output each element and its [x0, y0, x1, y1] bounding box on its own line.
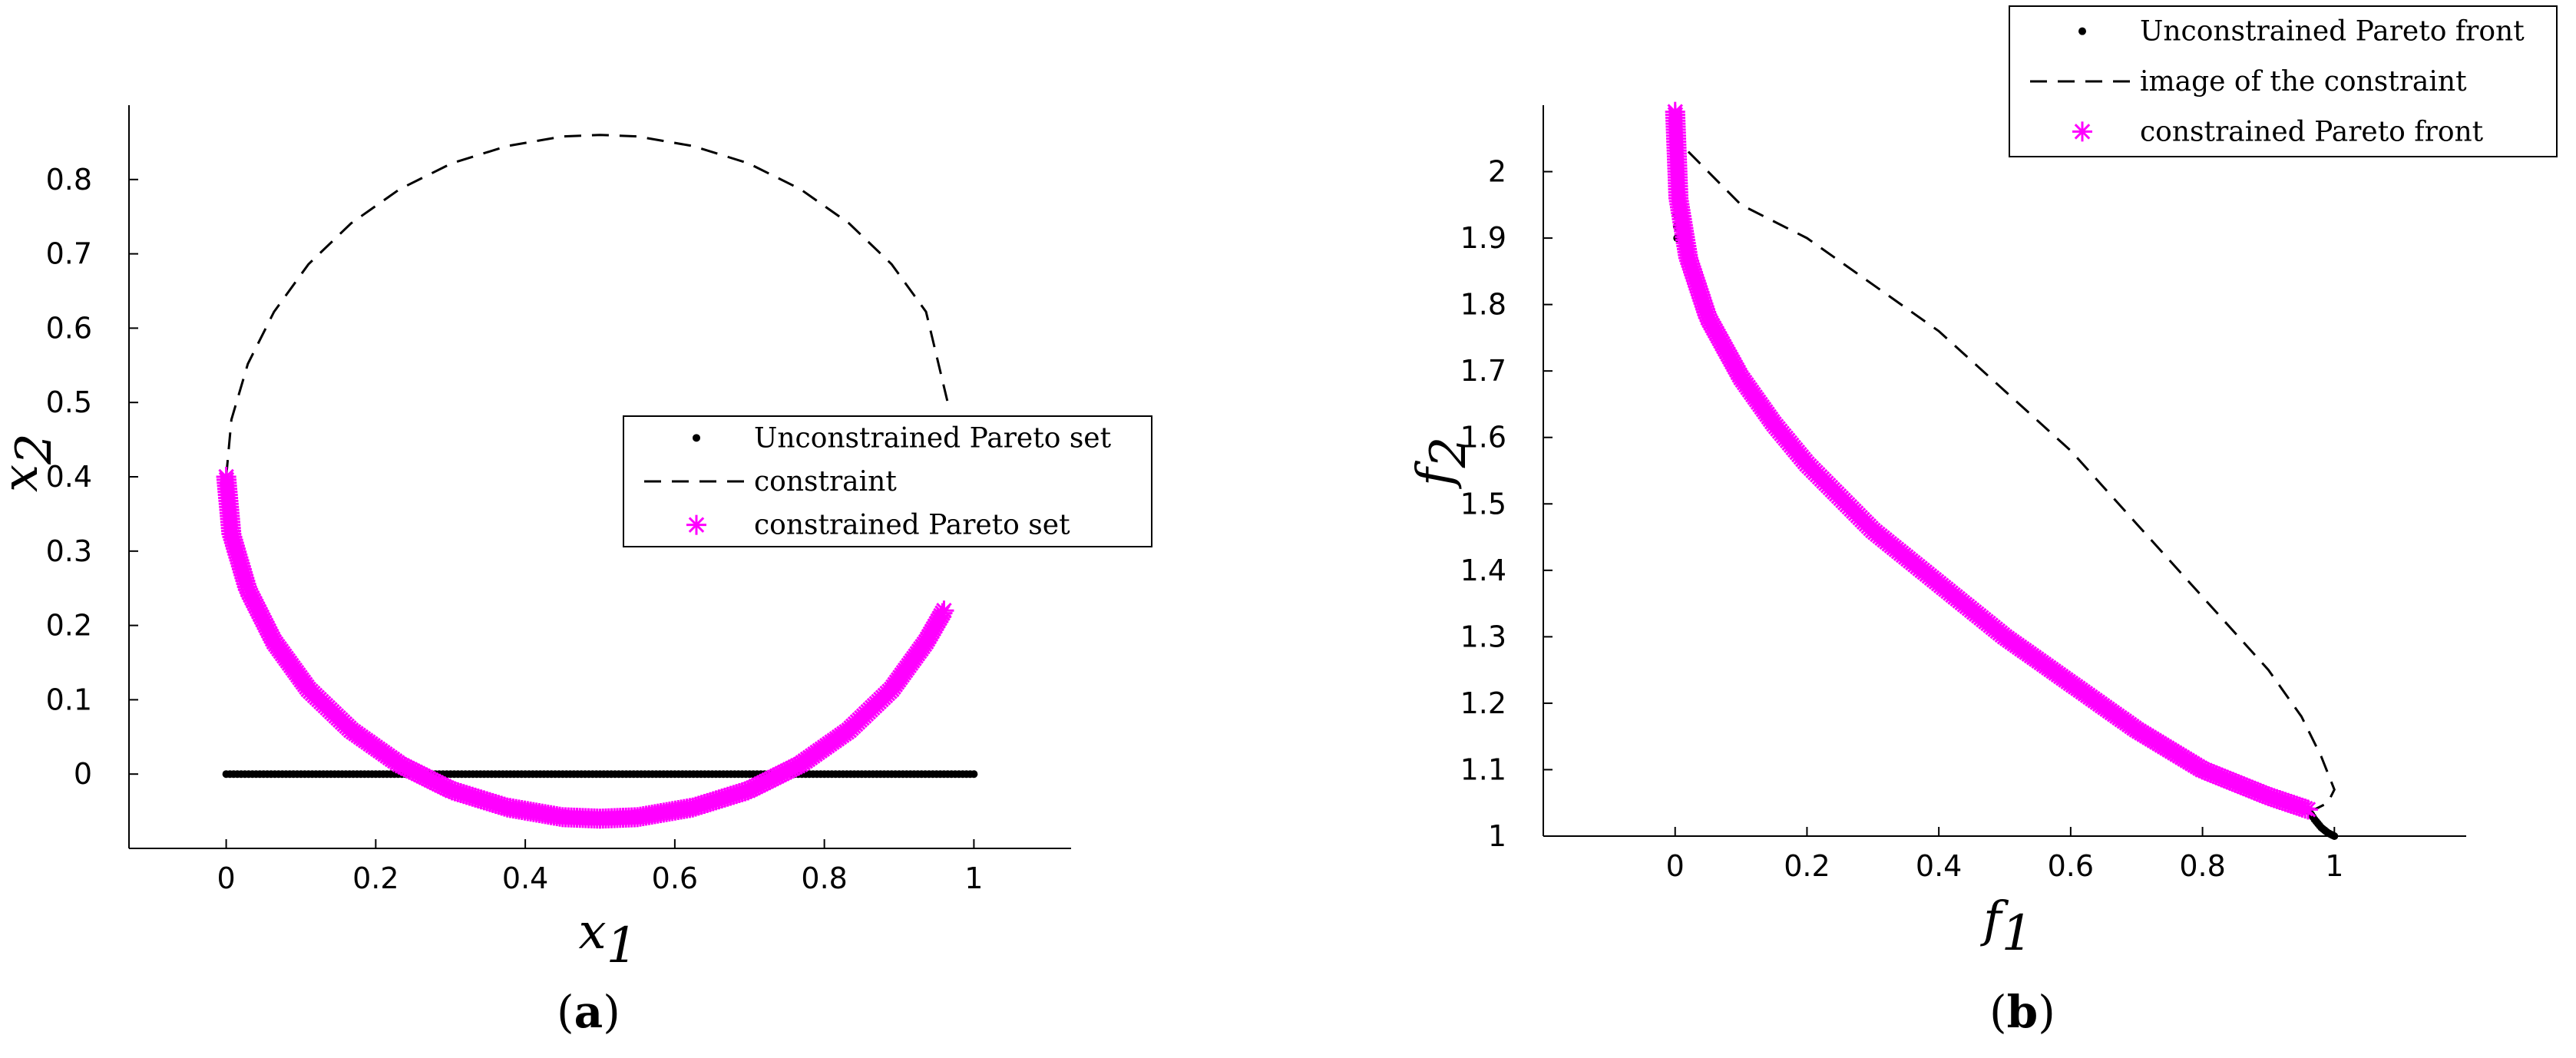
- chart-a-x-label: x1: [579, 904, 638, 974]
- chart-a-legend-dot-icon: [693, 434, 700, 442]
- chart-b-panel-label: (b): [1989, 986, 2055, 1038]
- chart-b-y-tick-label: 1.4: [1460, 554, 1506, 587]
- chart-b-x-label: f1: [1980, 891, 2032, 962]
- chart-b-x-tick-label: 0.2: [1784, 849, 1830, 883]
- chart-b-constraint-line: [1687, 150, 2336, 811]
- chart-b: 0 0.2 0.4 0.6 0.8 1 1 1.1 1.2 1.3 1.4 1.5 1.6 1.7 1.8 1…: [1407, 5, 2558, 1038]
- chart-a-series-2: [216, 467, 954, 829]
- chart-a-panel-label: (a): [557, 986, 620, 1038]
- chart-a-legend-label: Unconstrained Pareto set: [754, 422, 1112, 454]
- chart-b-y-tick-label: 1.6: [1460, 421, 1506, 455]
- chart-a-x-tick-label: 0.6: [652, 861, 698, 895]
- chart-b-legend-label: constrained Pareto front: [2140, 116, 2484, 147]
- chart-a-dot: [970, 770, 978, 779]
- chart-a-y-tick-label: 0.2: [46, 609, 92, 643]
- chart-b-star-marker-stroke: [2300, 802, 2316, 818]
- chart-a-legend-star-icon: [686, 514, 706, 535]
- chart-a-legend: Unconstrained Pareto set constraint constr…: [623, 415, 1152, 547]
- chart-b-y-tick-label: 1: [1488, 819, 1506, 853]
- chart-b-y-label: f2: [1407, 437, 1477, 489]
- chart-b-x-tick-label: 0: [1666, 849, 1685, 883]
- chart-b-legend-star-icon: [2072, 121, 2092, 142]
- chart-a-y-tick-label: 0.5: [46, 385, 92, 419]
- chart-b-series-0: [1671, 134, 2339, 840]
- chart-b-x-tick-label: 0.8: [2179, 849, 2225, 883]
- chart-a-y-tick-label: 0.8: [46, 163, 92, 197]
- chart-a-y-tick-label: 0: [74, 757, 92, 791]
- chart-b-y-tick-label: 1.2: [1460, 686, 1506, 720]
- chart-b-dot: [2330, 832, 2339, 840]
- chart-a-y-tick-label: 0.1: [46, 683, 92, 716]
- chart-b-y-tick-label: 1.8: [1460, 288, 1506, 322]
- chart-b-y-tick-label: 2: [1488, 155, 1506, 189]
- chart-a-x-tick-label: 0.4: [502, 861, 548, 895]
- chart-a-y-tick-label: 0.6: [46, 311, 92, 345]
- chart-a-x-tick-label: 0.8: [801, 861, 847, 895]
- chart-b-x-tick-label: 0.4: [1916, 849, 1962, 883]
- chart-a-star-marker: [934, 600, 954, 621]
- chart-b-legend-label: image of the constraint: [2140, 66, 2467, 98]
- chart-a-x-tick-label: 0: [217, 861, 236, 895]
- chart-a-x-tick-label: 0.2: [352, 861, 398, 895]
- chart-b-series-2: [1665, 101, 2318, 820]
- chart-b-x-tick-label: 0.6: [2048, 849, 2094, 883]
- chart-b-legend-box: [2009, 5, 2558, 157]
- chart-a-legend-label: constrained Pareto set: [754, 510, 1070, 541]
- chart-a-y-tick-label: 0.7: [46, 237, 92, 271]
- chart-a-legend-star-icon-stroke: [688, 517, 705, 533]
- chart-a-star-marker-stroke: [936, 602, 952, 619]
- chart-b-y-tick-label: 1.7: [1460, 354, 1506, 388]
- chart-b-star-marker: [2297, 799, 2318, 820]
- chart-b-y-tick-label: 1.5: [1460, 487, 1506, 521]
- chart-a-constraint-line: [225, 134, 949, 478]
- chart-a-y-tick-label: 0.3: [46, 534, 92, 568]
- chart-b-y-tick-label: 1.9: [1460, 221, 1506, 255]
- chart-b-series-1: [1687, 150, 2336, 811]
- chart-b-y-tick-label: 1.3: [1460, 620, 1506, 653]
- chart-b-legend-label: Unconstrained Pareto front: [2140, 16, 2525, 48]
- chart-b-y-tick-label: 1.1: [1460, 752, 1506, 786]
- chart-b-legend-dot-icon: [2078, 27, 2086, 35]
- chart-a-y-label: x2: [0, 433, 63, 492]
- chart-a-series-0: [222, 770, 978, 779]
- chart-a-x-tick-label: 1: [964, 861, 983, 895]
- chart-a-y-tick-label: 0.4: [46, 460, 92, 494]
- chart-b-legend: Unconstrained Pareto front image of the c…: [2009, 5, 2558, 157]
- chart-a-legend-label: constraint: [754, 466, 897, 498]
- chart-a: 0 0.2 0.4 0.6 0.8 1 0 0.1 0.2 0.3 0.4 0.5 0.6 0.7 0.8 x…: [0, 105, 1152, 1038]
- chart-b-legend-star-icon-stroke: [2074, 124, 2091, 140]
- chart-a-series-1: [225, 134, 949, 478]
- chart-b-x-tick-label: 1: [2325, 849, 2343, 883]
